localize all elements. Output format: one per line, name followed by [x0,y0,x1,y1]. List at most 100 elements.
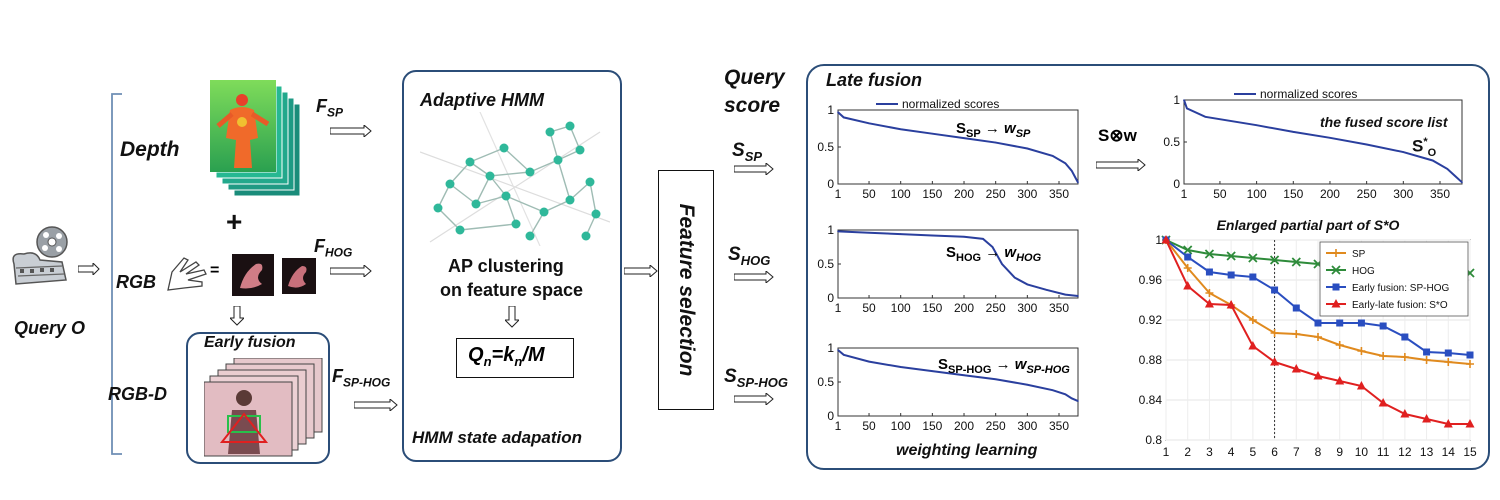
score-point [899,128,902,131]
marker-plus [1205,289,1214,297]
y-tick-label: 0 [1173,177,1180,191]
score-point [991,246,994,248]
arrow-hog [329,263,372,282]
weighting-learning-label: weighting learning [896,442,1038,459]
score-point [868,231,870,234]
feature-sphog-label: FSP-HOG [332,366,391,390]
marker-triangle [1313,371,1323,380]
marker-triangle [1248,341,1258,350]
marker-square [1205,268,1213,276]
depth-label: Depth [120,138,180,161]
score-series-line [1183,99,1463,184]
x-tick-label: 150 [1283,187,1303,201]
depth-image-stack [209,79,302,198]
marker-plus [1270,329,1279,337]
film-reel-icon [6,224,74,292]
score-point [963,137,965,139]
rgbd-image-stack [203,357,324,458]
y-tick-label: 1 [1155,233,1162,247]
marker-plus [1379,352,1388,360]
score-point [1026,383,1029,386]
legend-label: normalized scores [1260,87,1357,101]
hand-crop-1 [232,254,274,296]
y-tick-label: 0.96 [1139,273,1163,287]
arrow-score-sphog [733,391,774,410]
rgb-label: RGB [116,272,156,292]
marker-plus [1357,347,1366,355]
graph-node [575,145,585,155]
graph-node [581,231,591,241]
query-score-line1: Query [724,66,785,89]
legend-label: HOG [1352,266,1375,277]
graph-node [565,195,575,205]
x-tick-label: 300 [1017,187,1037,201]
graph-edge [475,195,507,205]
x-tick-label: 200 [954,187,974,201]
score-point [994,378,997,381]
marker-square [1184,253,1192,261]
marker-plus [1466,360,1474,368]
x-tick-label: 150 [922,187,942,201]
marker-x [1248,253,1258,263]
marker-square [1271,286,1279,294]
graph-edge [459,223,517,231]
x-tick-label: 100 [891,301,911,315]
y-tick-label: 0 [827,177,834,191]
y-tick-label: 1 [1173,93,1180,107]
y-tick-label: 0.5 [817,257,834,271]
graph-edge [437,207,461,231]
graph-edge [543,199,571,213]
y-tick-label: 0.88 [1139,353,1163,367]
x-tick-label: 50 [862,301,876,315]
marker-square [1227,271,1235,279]
score-point [1446,168,1449,170]
score-point [982,238,984,240]
y-tick-label: 0.5 [1163,135,1180,149]
graph-edge [529,159,559,173]
hand-icon [162,250,210,294]
adaptive-hmm-box [402,70,622,462]
marker-square [1444,349,1452,357]
score-point [1013,276,1016,279]
marker-plus [1444,358,1453,366]
arrow-score-sp [733,161,774,180]
plot-frame [837,109,1079,185]
down-arrow-clustering [503,305,521,333]
x-tick-label: 50 [862,187,876,201]
query-arrow [77,261,100,280]
late-fusion-panel [806,64,1490,470]
x-tick-label: 350 [1430,187,1450,201]
score-point [842,354,845,356]
fused-score-chart: 0 0.5 1 1 50 100 150 200 250 300 350 normalized sco… [1150,70,1482,207]
faint-link-3 [479,111,541,247]
y-tick-label: 1 [827,103,834,117]
x-tick-label: 1 [1163,445,1170,459]
score-point [1255,124,1258,126]
graph-node [471,199,481,209]
score-point [1051,155,1054,157]
score-point [1453,174,1456,177]
x-tick-label: 3 [1206,445,1213,459]
marker-triangle [1331,299,1341,308]
score-point [931,370,934,372]
graph-node [539,207,549,217]
arrow-sp [329,123,372,142]
mapping-sphog: SSP-HOG → wSP-HOG [938,356,1070,376]
mapping-sp: SSP → wSP [956,120,1031,140]
marker-triangle [1400,409,1410,418]
score-point [1001,263,1003,265]
x-tick-label: 15 [1463,445,1477,459]
graph-edge [489,171,531,177]
marker-triangle [1270,357,1280,366]
score-point [868,122,870,125]
marker-plus [1335,341,1344,349]
hmm-footer: HMM state adapation [412,428,583,447]
fused-score-label: the fused score list [1320,114,1448,130]
x-tick-label: 6 [1271,445,1278,459]
query-score-line2: score [724,94,781,117]
x-tick-label: 150 [922,419,942,433]
hmm-network-graph [419,111,611,247]
graph-node [585,177,595,187]
score-point [1402,151,1405,153]
y-tick-label: 1 [827,223,834,237]
